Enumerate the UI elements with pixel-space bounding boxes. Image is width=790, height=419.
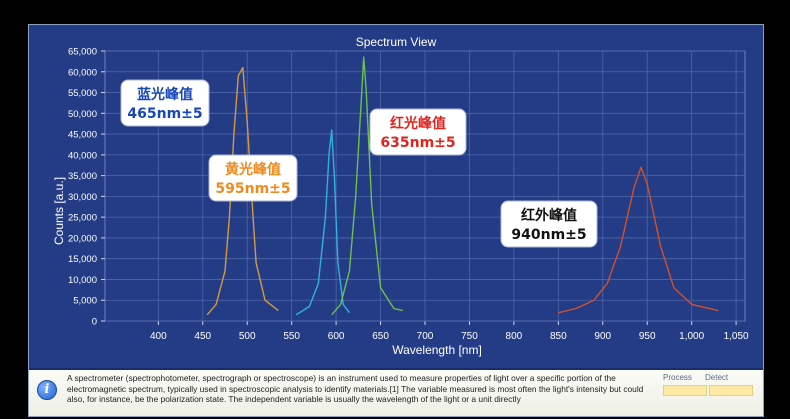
y-tick-label: 40,000 bbox=[68, 150, 97, 161]
y-axis-label: Counts [a.u.] bbox=[52, 177, 66, 245]
x-tick-label: 850 bbox=[550, 331, 567, 342]
plot-panel: 400 450 500 550 600 650 700 750 800 850 900 950 1,00… bbox=[29, 25, 763, 370]
x-tick-label: 700 bbox=[417, 331, 434, 342]
callout-box bbox=[500, 200, 598, 248]
y-tick-label: 5,000 bbox=[73, 296, 97, 307]
y-tick-label: 15,000 bbox=[68, 254, 97, 265]
detect-label: Detect bbox=[705, 373, 729, 382]
process-indicator bbox=[663, 385, 707, 396]
callout-title: 蓝光峰值 bbox=[137, 86, 193, 103]
x-tick-label: 600 bbox=[328, 331, 345, 342]
callout-box bbox=[208, 154, 298, 202]
x-tick-label: 800 bbox=[506, 331, 523, 342]
y-tick-label: 35,000 bbox=[68, 171, 97, 182]
callout-value: 465nm±5 bbox=[127, 106, 202, 122]
x-tick-label: 400 bbox=[150, 331, 167, 342]
y-tick-labels: 0 5,000 10,000 15,000 20,000 25,000 30,000 35,0… bbox=[68, 47, 97, 328]
y-tick-label: 65,000 bbox=[68, 47, 97, 58]
callout-3: 红光峰值 635nm±5 bbox=[369, 108, 467, 156]
callout-4: 红外峰值 940nm±5 bbox=[500, 200, 598, 248]
series-line-3 bbox=[331, 56, 403, 316]
x-axis-label: Wavelength [nm] bbox=[392, 343, 482, 357]
y-tick-label: 30,000 bbox=[68, 192, 97, 203]
x-tick-label: 900 bbox=[594, 331, 611, 342]
x-tick-label: 1,000 bbox=[679, 331, 704, 342]
callout-box bbox=[369, 108, 467, 156]
callout-2: 黄光峰值 595nm±5 bbox=[208, 154, 298, 202]
detect-indicator bbox=[709, 385, 753, 396]
x-tick-label: 1,050 bbox=[724, 331, 749, 342]
x-tick-label: 750 bbox=[461, 331, 478, 342]
y-tick-label: 25,000 bbox=[68, 213, 97, 224]
y-tick-label: 20,000 bbox=[68, 233, 97, 244]
callout-title: 红光峰值 bbox=[390, 115, 446, 132]
info-description: A spectrometer (spectrophotometer, spect… bbox=[67, 373, 644, 405]
callouts: 蓝光峰值 465nm±5 黄光峰值 595nm±5 红光峰值 635nm±5 红外峰值 940… bbox=[120, 79, 598, 248]
info-bar: i A spectrometer (spectrophotometer, spe… bbox=[29, 370, 763, 416]
callout-value: 595nm±5 bbox=[215, 181, 290, 197]
y-tick-label: 55,000 bbox=[68, 88, 97, 99]
callout-value: 940nm±5 bbox=[511, 227, 586, 243]
y-tick-label: 50,000 bbox=[68, 109, 97, 120]
series-line-2 bbox=[295, 129, 350, 316]
y-tick-label: 45,000 bbox=[68, 130, 97, 141]
callout-value: 635nm±5 bbox=[380, 135, 455, 151]
callout-title: 黄光峰值 bbox=[225, 161, 281, 178]
series-group bbox=[206, 56, 719, 316]
grid bbox=[101, 50, 746, 325]
info-icon[interactable]: i bbox=[37, 380, 57, 400]
y-tick-label: 60,000 bbox=[68, 67, 97, 78]
spectrum-window: 400 450 500 550 600 650 700 750 800 850 900 950 1,00… bbox=[28, 24, 764, 417]
x-tick-label: 650 bbox=[372, 331, 389, 342]
spectrum-chart: 400 450 500 550 600 650 700 750 800 850 900 950 1,00… bbox=[52, 35, 749, 357]
series-line-4 bbox=[558, 166, 719, 314]
callout-box bbox=[120, 79, 210, 127]
chart-title: Spectrum View bbox=[356, 35, 437, 49]
callout-1: 蓝光峰值 465nm±5 bbox=[120, 79, 210, 127]
y-tick-label: 10,000 bbox=[68, 275, 97, 286]
x-tick-label: 500 bbox=[239, 331, 256, 342]
x-tick-label: 950 bbox=[639, 331, 656, 342]
process-label: Process bbox=[663, 373, 692, 382]
series-line-1 bbox=[206, 66, 279, 316]
x-tick-label: 450 bbox=[194, 331, 211, 342]
x-tick-label: 550 bbox=[283, 331, 300, 342]
callout-title: 红外峰值 bbox=[521, 207, 577, 224]
y-tick-label: 0 bbox=[92, 317, 97, 328]
x-tick-labels: 400 450 500 550 600 650 700 750 800 850 900 950 1,00… bbox=[150, 331, 749, 342]
